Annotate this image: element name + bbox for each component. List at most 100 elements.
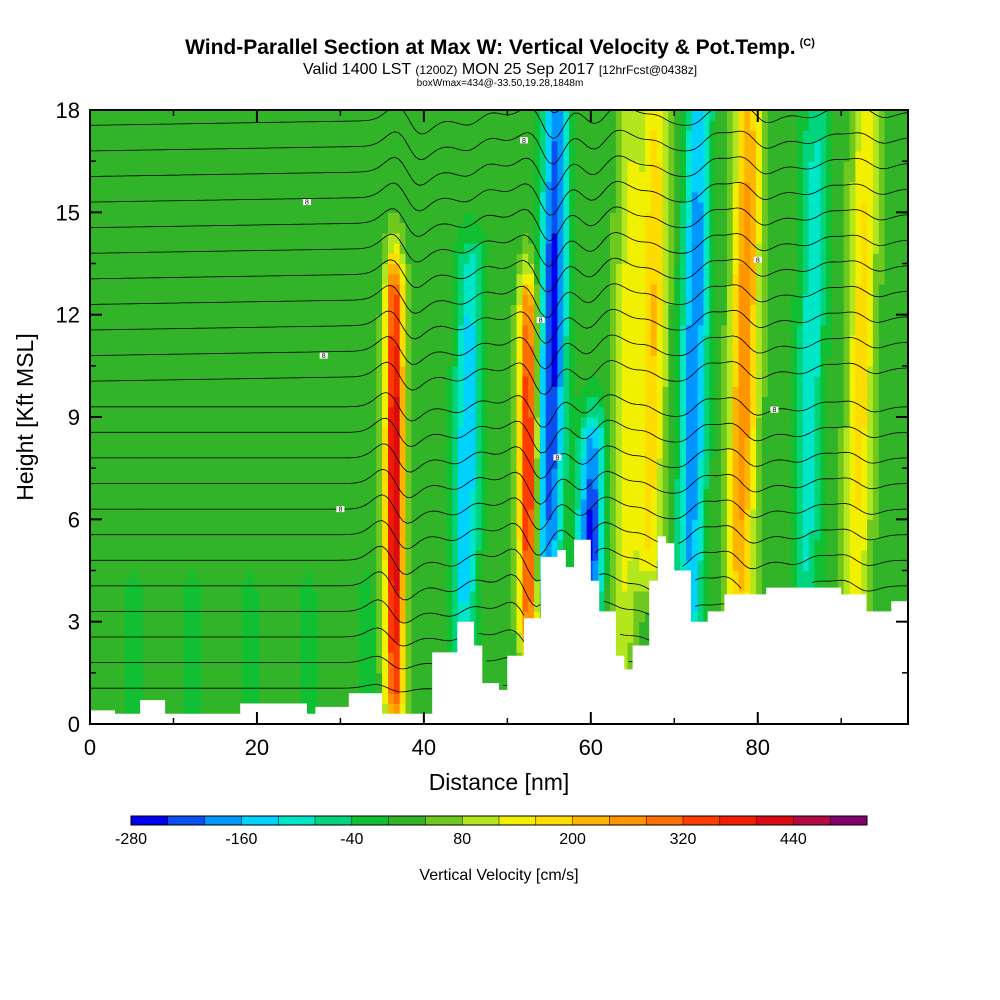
velocity-cell	[388, 621, 395, 633]
velocity-cell	[428, 498, 436, 510]
velocity-cell	[376, 110, 383, 121]
velocity-cell	[405, 468, 412, 479]
velocity-cell	[218, 222, 225, 234]
velocity-cell	[253, 324, 260, 336]
velocity-cell	[352, 478, 360, 490]
velocity-cell	[312, 110, 319, 121]
velocity-cell	[487, 314, 494, 326]
velocity-cell	[195, 386, 202, 398]
velocity-cell	[341, 222, 348, 234]
velocity-cell	[136, 253, 144, 265]
velocity-cell	[352, 580, 360, 592]
velocity-cell	[528, 468, 535, 479]
velocity-cell	[411, 263, 418, 275]
velocity-cell	[282, 468, 290, 479]
velocity-cell	[195, 253, 202, 265]
velocity-cell	[136, 457, 144, 469]
velocity-cell	[177, 130, 184, 142]
velocity-cell	[171, 519, 179, 531]
velocity-cell	[510, 642, 518, 653]
velocity-cell	[376, 150, 383, 162]
velocity-cell	[405, 427, 412, 438]
velocity-cell	[534, 560, 541, 572]
valid-time-utc: (1200Z)	[415, 63, 458, 77]
velocity-cell	[364, 161, 371, 172]
velocity-cell	[452, 243, 459, 254]
velocity-cell	[300, 243, 307, 254]
valid-time-line: Valid 1400 LST (1200Z) MON 25 Sep 2017 […	[0, 61, 1000, 79]
velocity-cell	[458, 417, 465, 428]
velocity-cell	[411, 294, 418, 305]
velocity-cell	[551, 427, 558, 438]
velocity-cell	[563, 345, 570, 357]
velocity-cell	[434, 519, 442, 531]
velocity-cell	[504, 365, 512, 377]
velocity-cell	[399, 140, 407, 152]
velocity-cell	[300, 161, 307, 172]
velocity-cell	[236, 263, 243, 275]
velocity-cell	[504, 150, 512, 162]
velocity-cell	[393, 457, 401, 469]
velocity-cell	[183, 662, 190, 674]
velocity-cell	[522, 304, 529, 316]
velocity-cell	[569, 376, 576, 387]
velocity-cell	[171, 457, 179, 469]
velocity-cell	[317, 457, 325, 469]
velocity-cell	[458, 181, 465, 193]
velocity-cell	[212, 457, 220, 469]
velocity-cell	[452, 611, 459, 623]
velocity-cell	[323, 591, 331, 602]
velocity-cell	[282, 550, 290, 561]
velocity-cell	[516, 181, 523, 193]
velocity-cell	[113, 447, 120, 459]
velocity-cell	[183, 672, 190, 684]
velocity-cell	[370, 468, 377, 479]
velocity-cell	[434, 243, 442, 254]
velocity-cell	[335, 437, 342, 449]
velocity-cell	[119, 335, 126, 346]
velocity-cell	[317, 662, 325, 674]
velocity-cell	[271, 202, 278, 213]
velocity-cell	[388, 355, 395, 367]
velocity-cell	[452, 386, 459, 398]
velocity-cell	[405, 509, 412, 520]
velocity-cell	[481, 427, 488, 438]
velocity-cell	[446, 570, 453, 582]
velocity-cell	[475, 570, 482, 582]
velocity-cell	[259, 509, 266, 520]
velocity-cell	[539, 243, 547, 254]
velocity-cell	[177, 376, 184, 387]
velocity-cell	[510, 263, 518, 275]
velocity-cell	[323, 457, 331, 469]
velocity-cell	[499, 140, 506, 152]
velocity-cell	[189, 365, 196, 377]
velocity-cell	[475, 550, 482, 561]
velocity-cell	[101, 110, 109, 121]
velocity-cell	[493, 417, 500, 428]
velocity-cell	[569, 191, 576, 203]
velocity-cell	[277, 130, 284, 142]
velocity-cell	[160, 621, 167, 633]
velocity-cell	[487, 263, 494, 275]
velocity-cell	[323, 662, 331, 674]
velocity-cell	[95, 386, 103, 398]
velocity-cell	[469, 591, 477, 602]
velocity-cell	[528, 345, 535, 357]
velocity-cell	[329, 437, 336, 449]
velocity-cell	[177, 457, 184, 469]
velocity-cell	[323, 253, 331, 265]
velocity-cell	[195, 120, 202, 131]
velocity-cell	[95, 417, 103, 428]
velocity-cell	[212, 662, 220, 674]
velocity-cell	[259, 355, 266, 367]
velocity-cell	[195, 263, 202, 275]
velocity-cell	[224, 120, 231, 131]
velocity-cell	[534, 376, 541, 387]
velocity-cell	[493, 202, 500, 213]
velocity-cell	[510, 335, 518, 346]
velocity-cell	[370, 345, 377, 357]
velocity-cell	[352, 263, 360, 275]
velocity-cell	[113, 570, 120, 582]
velocity-cell	[569, 447, 576, 459]
velocity-cell	[236, 703, 243, 715]
